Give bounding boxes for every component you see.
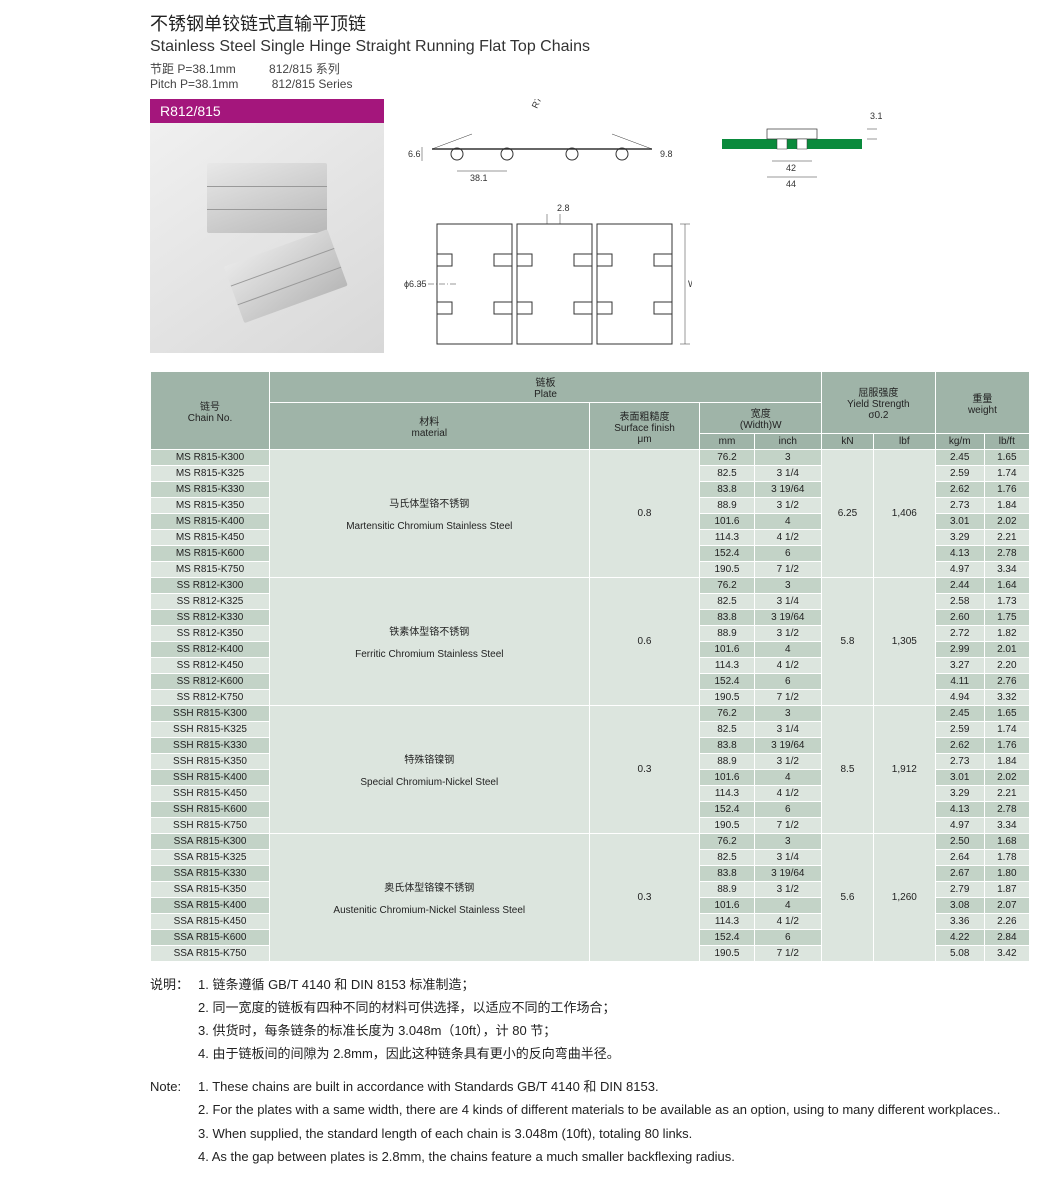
note-item: 3. When supplied, the standard length of… (198, 1123, 1000, 1145)
note-item: 4. 由于链板间的间隙为 2.8mm，因此这种链条具有更小的反向弯曲半径。 (198, 1043, 620, 1065)
subtitle-en: Pitch P=38.1mm 812/815 Series (150, 77, 1030, 91)
svg-text:R75max: R75max (530, 99, 553, 110)
subtitle-cn: 节距 P=38.1mm 812/815 系列 (150, 60, 1030, 77)
svg-text:9.8: 9.8 (660, 149, 673, 159)
technical-drawings: R75max 6.6 38.1 9.8 (402, 99, 1030, 359)
note-item: 2. 同一宽度的链板有四种不同的材料可供选择，以适应不同的工作场合； (198, 997, 620, 1019)
product-photo (150, 123, 384, 353)
title-chinese: 不锈钢单铰链式直输平顶链 (150, 10, 1030, 36)
spec-table: 链号Chain No. 链板Plate 屈服强度Yield Strengthσ0… (150, 371, 1030, 962)
svg-text:W: W (688, 279, 692, 289)
product-header: R812/815 (150, 99, 384, 123)
table-row: SSH R815-K300特殊铬镍钢Special Chromium-Nicke… (151, 706, 1030, 722)
th-surface: 表面粗糙度Surface finishμm (589, 403, 700, 450)
notes-cn-label: 说明： (150, 974, 198, 1066)
pitch-en: Pitch P=38.1mm (150, 77, 238, 91)
th-inch: inch (754, 434, 821, 450)
th-weight: 重量weight (935, 372, 1029, 434)
th-plate: 链板Plate (270, 372, 822, 403)
svg-text:3.1: 3.1 (870, 111, 882, 121)
th-lbf: lbf (873, 434, 935, 450)
note-item: 1. These chains are built in accordance … (198, 1076, 1000, 1098)
notes-en-list: 1. These chains are built in accordance … (198, 1076, 1000, 1168)
th-kn: kN (822, 434, 874, 450)
th-width: 宽度(Width)W (700, 403, 822, 434)
pitch-cn: 节距 P=38.1mm (150, 60, 236, 77)
th-yield: 屈服强度Yield Strengthσ0.2 (822, 372, 936, 434)
cross-section-drawing: 3.1 42 44 (712, 99, 882, 189)
th-material: 材料material (270, 403, 590, 450)
svg-text:2.8: 2.8 (557, 203, 570, 213)
side-profile-drawing: R75max 6.6 38.1 9.8 (402, 99, 682, 189)
note-item: 3. 供货时，每条链条的标准长度为 3.048m（10ft），计 80 节； (198, 1020, 620, 1042)
notes-cn-list: 1. 链条遵循 GB/T 4140 和 DIN 8153 标准制造；2. 同一宽… (198, 974, 620, 1066)
series-cn: 812/815 系列 (269, 60, 340, 77)
note-item: 2. For the plates with a same width, the… (198, 1099, 1000, 1121)
note-item: 4. As the gap between plates is 2.8mm, t… (198, 1146, 1000, 1168)
table-row: SS R812-K300铁素体型铬不锈钢Ferritic Chromium St… (151, 578, 1030, 594)
svg-text:44: 44 (786, 179, 796, 189)
product-photo-box: R812/815 (150, 99, 384, 359)
svg-text:42: 42 (786, 163, 796, 173)
th-kgm: kg/m (935, 434, 984, 450)
th-lbft: lb/ft (984, 434, 1029, 450)
svg-text:6.6: 6.6 (408, 149, 421, 159)
notes-section: 说明： 1. 链条遵循 GB/T 4140 和 DIN 8153 标准制造；2.… (150, 974, 1030, 1169)
table-row: MS R815-K300马氏体型铬不锈钢Martensitic Chromium… (151, 450, 1030, 466)
series-en: 812/815 Series (272, 77, 353, 91)
table-row: SSA R815-K300奥氏体型铬镍不锈钢Austenitic Chromiu… (151, 834, 1030, 850)
top-view-drawing: 2.8 ϕ6.35 (402, 199, 692, 359)
svg-text:ϕ6.35: ϕ6.35 (404, 279, 427, 289)
title-english: Stainless Steel Single Hinge Straight Ru… (150, 38, 1030, 56)
svg-text:38.1: 38.1 (470, 173, 488, 183)
notes-en-label: Note: (150, 1076, 198, 1168)
th-chain: 链号Chain No. (151, 372, 270, 450)
note-item: 1. 链条遵循 GB/T 4140 和 DIN 8153 标准制造； (198, 974, 620, 996)
th-mm: mm (700, 434, 754, 450)
